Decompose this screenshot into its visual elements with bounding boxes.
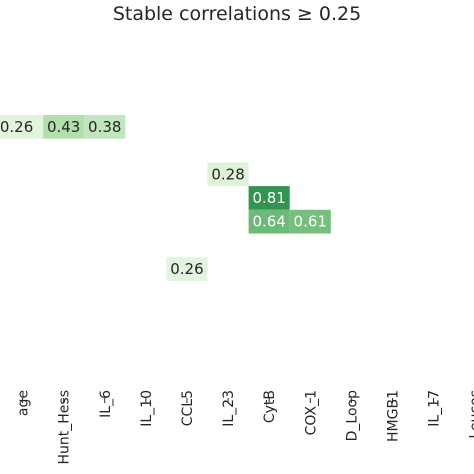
x-tick-label: IL_17 — [427, 390, 443, 427]
x-axis: age Hunt_Hess IL_6 IL_10 CCL5 IL_23 CytB COX_1 D… — [16, 390, 474, 465]
chart-title-text: Stable correlations — [113, 3, 297, 25]
heatmap-cell — [248, 186, 290, 210]
x-tick-label: COX_1 — [303, 390, 319, 435]
x-tick-label: CCL5 — [180, 390, 196, 426]
heatmap-cell — [248, 209, 290, 234]
x-tick-label: age — [16, 390, 32, 416]
x-tick-label: CytB — [262, 390, 278, 423]
heatmap-cell-value: 0.64 — [252, 213, 285, 231]
heatmap-cell — [207, 162, 249, 187]
x-tick-label: D_Loop — [344, 390, 360, 441]
chart-title: Stable correlations ≥ 0.25 — [113, 3, 361, 25]
heatmap-cell-value: 0.61 — [294, 213, 327, 231]
x-tick-label: HMGB1 — [385, 390, 401, 442]
heatmap-cell-value: 0.43 — [47, 118, 80, 136]
x-tick-label: IL_10 — [139, 390, 155, 427]
heatmap-cell — [84, 115, 126, 139]
heatmap-cell-value: 0.26 — [170, 260, 203, 278]
heatmap-cell — [289, 209, 331, 234]
heatmap-cells: 0.26 0.43 0.38 0.28 0.81 0.64 0.61 0.26 — [0, 115, 331, 281]
heatmap-cell-value: 0.38 — [88, 118, 121, 136]
x-tick-label: Hunt_Hess — [57, 390, 73, 465]
x-tick-label: IL_23 — [221, 390, 237, 427]
x-tick-label: Leucos — [468, 390, 474, 439]
chart-title-threshold: ≥ 0.25 — [297, 3, 361, 25]
heatmap-cell-value: 0.28 — [211, 165, 244, 183]
heatmap-cell-value: 0.81 — [252, 189, 285, 207]
heatmap-cell — [0, 115, 44, 139]
heatmap-cell — [166, 257, 208, 281]
heatmap-cell — [43, 115, 85, 139]
x-tick-label: IL_6 — [98, 390, 114, 418]
heatmap-cell-value: 0.26 — [0, 118, 33, 136]
